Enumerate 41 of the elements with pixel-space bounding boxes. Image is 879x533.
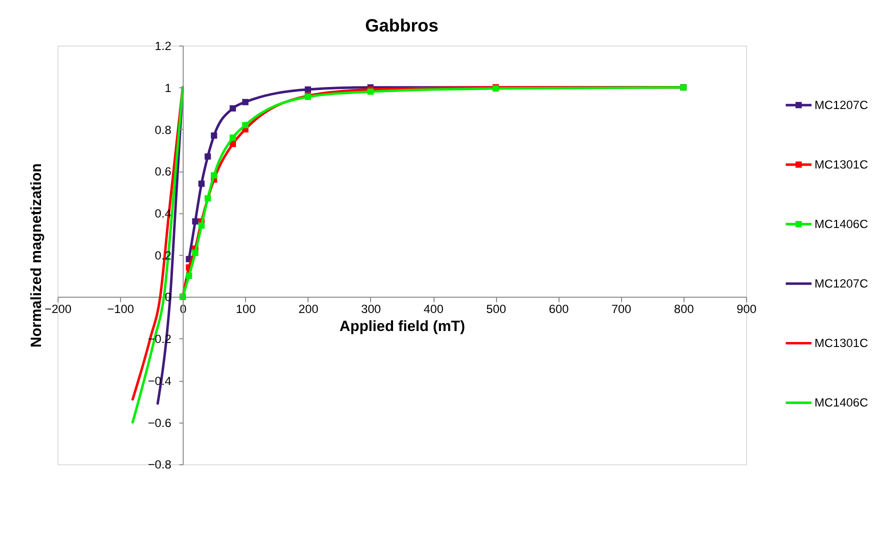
point [230,105,236,112]
x-axis-title: Applied field (mT) [339,318,466,335]
legend-label: MC1301C [814,336,868,350]
x-tick-label: 0 [180,302,187,316]
x-tick-label: 200 [298,302,319,316]
point [204,195,211,202]
point [198,222,205,229]
y-tick-label: 1.2 [154,39,172,54]
chart-title: Gabbros [365,16,439,36]
y-tick-label: −0.8 [148,458,172,472]
legend-label: MC1406C [814,217,868,232]
y-tick-label: 0.8 [154,122,172,137]
legend-label: MC1301C [814,158,868,172]
x-tick-label: 500 [486,302,506,316]
point [186,272,192,279]
legend-label: MC1207C [814,276,868,291]
x-tick-label: −100 [107,302,134,316]
y-tick-label: −0.6 [148,416,172,430]
legend-label: MC1207C [814,98,868,112]
point [192,250,198,256]
point [304,86,312,93]
point [192,218,198,225]
x-tick-label: 600 [548,302,570,316]
point [210,172,218,178]
point [242,98,248,106]
x-tick-label: 400 [424,302,444,316]
point [210,132,218,139]
y-tick-label: 1 [164,80,172,95]
y-axis-title: Normalized magnetization [29,163,46,348]
point [204,153,211,160]
x-tick-label: 300 [361,302,382,316]
x-tick-label: −200 [44,302,72,316]
point [242,122,248,128]
point [230,134,236,141]
x-tick-label: 700 [611,302,632,316]
y-tick-label: 0.6 [154,164,172,179]
legend-label: MC1406C [814,396,868,410]
point [198,180,205,187]
x-tick-label: 100 [236,302,256,316]
x-tick-label: 900 [736,302,757,316]
x-tick-label: 800 [674,302,694,316]
